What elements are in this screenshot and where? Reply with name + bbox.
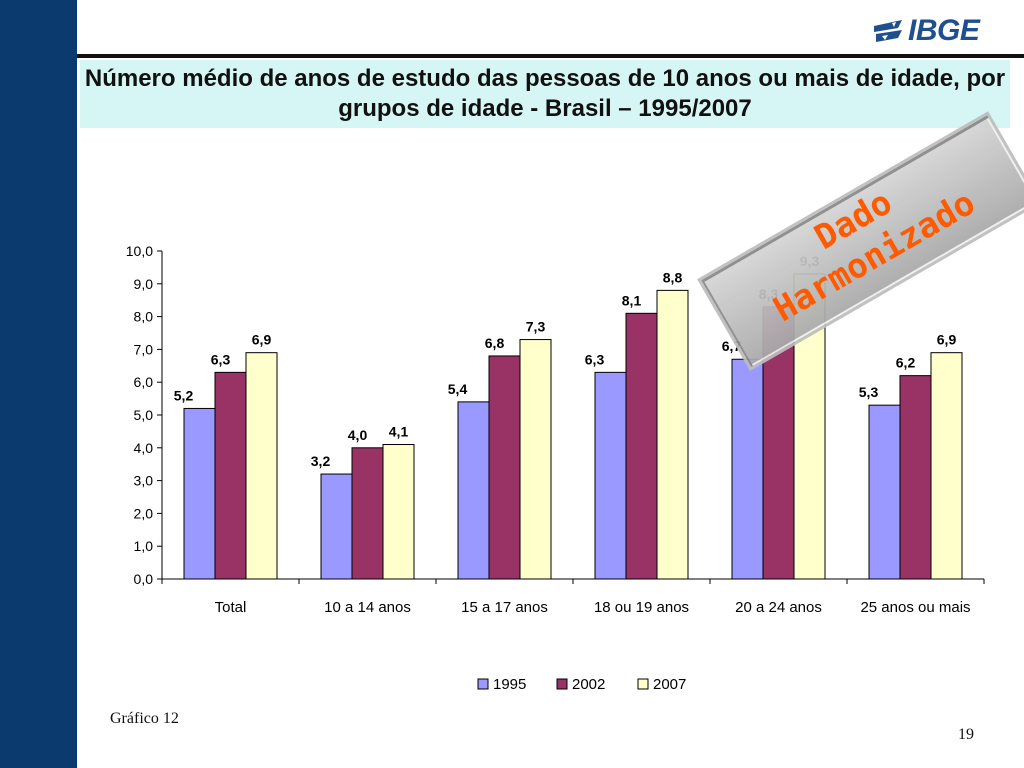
y-tick-label: 6,0 — [134, 374, 154, 390]
bar — [457, 401, 490, 580]
bar — [868, 404, 901, 580]
bar — [320, 473, 353, 580]
bar — [488, 355, 521, 580]
bar — [519, 339, 552, 580]
x-category-label: 10 a 14 anos — [324, 599, 411, 616]
y-tick-label: 0,0 — [134, 571, 154, 587]
data-label: 5,2 — [174, 387, 194, 403]
bar — [214, 371, 247, 580]
bar — [656, 289, 689, 580]
y-tick-label: 10,0 — [126, 243, 153, 259]
x-category-label: 18 ou 19 anos — [594, 599, 689, 616]
y-tick-label: 3,0 — [134, 473, 154, 489]
title-banner — [80, 60, 1010, 128]
bars-group — [183, 273, 963, 580]
data-label: 6,9 — [937, 332, 957, 348]
page-title: Número médio de anos de estudo das pesso… — [84, 65, 1006, 122]
legend-swatch — [637, 678, 649, 690]
x-category-label: Total — [215, 599, 247, 616]
data-label: 6,9 — [252, 332, 272, 348]
data-label: 5,4 — [448, 381, 468, 397]
data-label: 8,8 — [663, 269, 683, 285]
page-number: 19 — [958, 726, 974, 743]
data-label: 3,2 — [311, 453, 331, 469]
header-rule — [77, 54, 1024, 58]
y-tick-label: 4,0 — [134, 440, 154, 456]
bar — [382, 444, 415, 580]
bar — [899, 375, 932, 580]
data-label: 7,3 — [526, 319, 546, 335]
data-label: 6,3 — [585, 351, 605, 367]
ibge-logo-text: IBGE — [908, 14, 980, 47]
legend-label: 2007 — [653, 676, 686, 693]
bar — [625, 312, 658, 580]
data-label: 6,2 — [896, 355, 916, 371]
bar — [351, 447, 384, 580]
legend: 1995 2002 2007 — [477, 676, 686, 693]
y-axis: 0,0 1,0 2,0 3,0 4,0 5,0 6,0 7,0 8,0 9,0 10,0 — [126, 243, 985, 587]
data-label: 6,3 — [211, 351, 231, 367]
ibge-logo: IBGE — [872, 14, 1002, 48]
ibge-emblem-icon — [874, 20, 902, 42]
bar — [183, 407, 216, 580]
y-tick-label: 9,0 — [134, 276, 154, 292]
data-label: 6,8 — [485, 335, 505, 351]
data-label: 8,1 — [622, 292, 642, 308]
legend-swatch — [477, 678, 489, 690]
data-label: 5,3 — [859, 384, 879, 400]
sidebar-band — [0, 0, 77, 768]
legend-swatch — [556, 678, 568, 690]
legend-label: 2002 — [572, 676, 605, 693]
bar — [594, 371, 627, 580]
bar — [930, 352, 963, 580]
x-category-label: 25 anos ou mais — [860, 599, 970, 616]
y-tick-label: 1,0 — [134, 538, 154, 554]
figure-caption: Gráfico 12 — [110, 710, 179, 727]
legend-label: 1995 — [493, 676, 526, 693]
data-label: 4,1 — [389, 424, 409, 440]
bar — [245, 352, 278, 580]
y-tick-label: 2,0 — [134, 505, 154, 521]
y-tick-label: 8,0 — [134, 309, 154, 325]
x-axis-labels: Total 10 a 14 anos 15 a 17 anos 18 ou 19 an… — [215, 599, 971, 616]
y-tick-label: 5,0 — [134, 407, 154, 423]
x-category-label: 15 a 17 anos — [461, 599, 548, 616]
bar — [731, 358, 764, 580]
x-category-label: 20 a 24 anos — [735, 599, 822, 616]
data-label: 4,0 — [348, 427, 368, 443]
y-tick-label: 7,0 — [134, 341, 154, 357]
